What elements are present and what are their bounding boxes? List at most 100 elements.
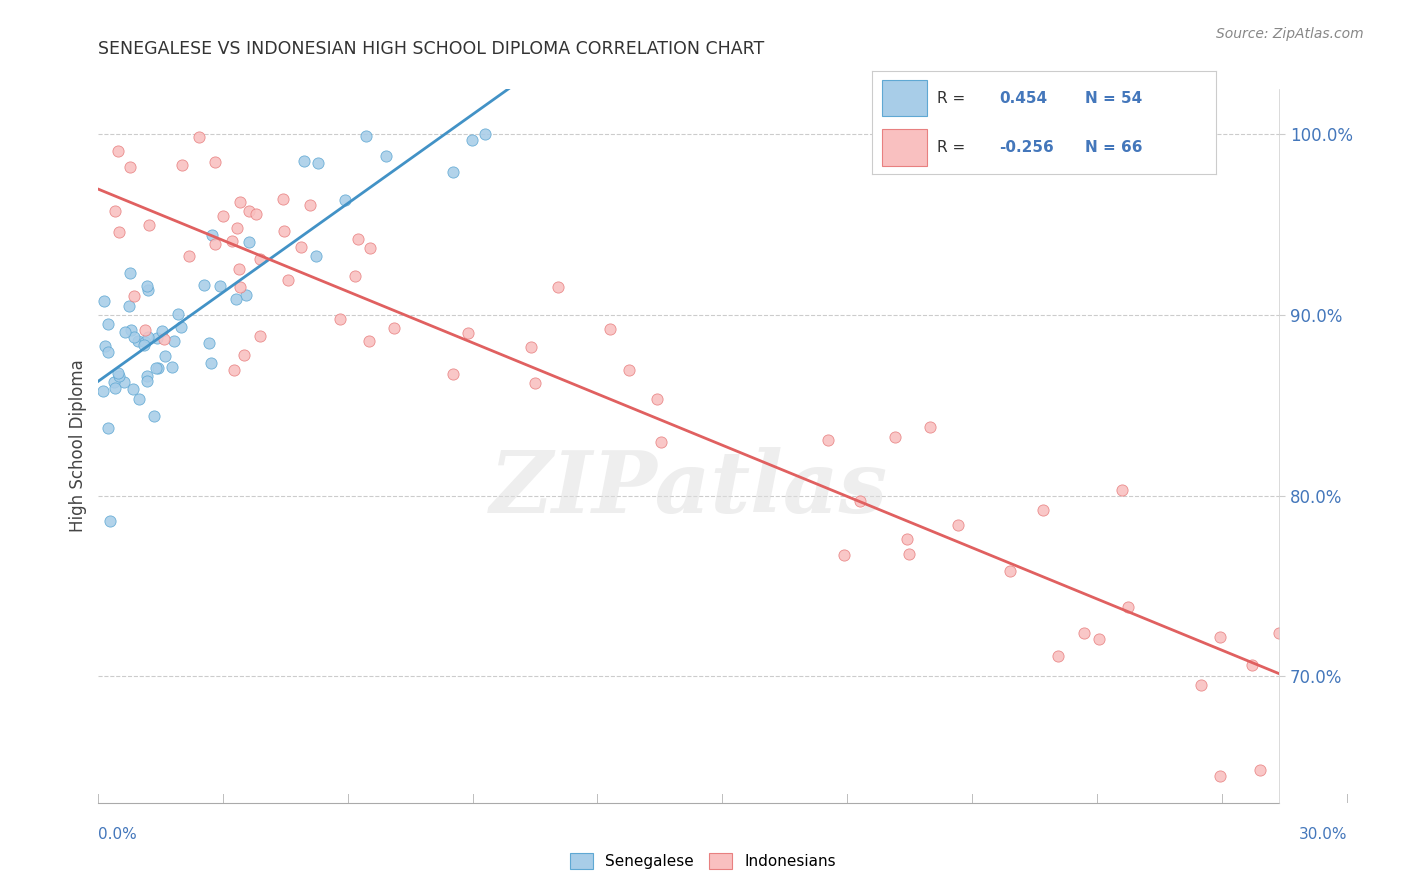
- Point: [645, 392, 668, 407]
- Point: [441, 165, 464, 179]
- Point: [134, 322, 156, 336]
- Point: [457, 326, 479, 340]
- Point: [224, 362, 246, 376]
- Text: |: |: [97, 794, 100, 803]
- Point: [98, 514, 121, 528]
- Text: N = 54: N = 54: [1085, 90, 1143, 105]
- Point: [146, 330, 169, 344]
- Point: [359, 241, 381, 255]
- Point: [187, 129, 209, 144]
- Point: [204, 155, 226, 169]
- Point: [122, 289, 145, 303]
- Point: [150, 324, 173, 338]
- Point: [1032, 503, 1054, 517]
- Point: [650, 434, 672, 449]
- Point: [1087, 632, 1109, 647]
- Point: [1249, 764, 1271, 778]
- Point: [229, 194, 252, 209]
- Point: [225, 292, 247, 306]
- Point: [118, 160, 141, 174]
- Point: [946, 518, 969, 533]
- Point: [172, 158, 194, 172]
- Point: [122, 382, 145, 396]
- Text: |: |: [222, 794, 225, 803]
- Point: [169, 319, 191, 334]
- Point: [138, 219, 160, 233]
- Text: ZIPatlas: ZIPatlas: [489, 447, 889, 531]
- Point: [832, 548, 855, 562]
- Point: [118, 299, 141, 313]
- Point: [346, 232, 368, 246]
- Point: [135, 368, 157, 383]
- Point: [273, 223, 295, 237]
- Point: [132, 337, 155, 351]
- Point: [200, 356, 222, 370]
- Point: [292, 154, 315, 169]
- Point: [382, 321, 405, 335]
- Y-axis label: High School Diploma: High School Diploma: [69, 359, 87, 533]
- Point: [271, 192, 294, 206]
- Text: |: |: [1346, 794, 1348, 803]
- Point: [136, 279, 159, 293]
- Text: 0.454: 0.454: [1000, 90, 1047, 105]
- Point: [817, 434, 839, 448]
- Point: [299, 198, 322, 212]
- Point: [193, 277, 215, 292]
- Point: [547, 279, 569, 293]
- Text: |: |: [596, 794, 599, 803]
- Point: [128, 392, 150, 406]
- Point: [136, 375, 159, 389]
- Point: [228, 262, 250, 277]
- Point: [599, 322, 621, 336]
- Text: Source: ZipAtlas.com: Source: ZipAtlas.com: [1216, 27, 1364, 41]
- Point: [153, 349, 176, 363]
- Point: [441, 367, 464, 381]
- Point: [1116, 600, 1139, 615]
- Text: R =: R =: [938, 90, 966, 105]
- Point: [1111, 483, 1133, 497]
- Point: [461, 133, 484, 147]
- Point: [201, 228, 224, 243]
- Point: [374, 148, 396, 162]
- Point: [290, 240, 312, 254]
- Bar: [882, 128, 927, 166]
- Text: -0.256: -0.256: [1000, 140, 1054, 155]
- Point: [204, 236, 226, 251]
- Point: [238, 235, 260, 249]
- Point: [221, 235, 243, 249]
- Point: [94, 339, 117, 353]
- Point: [142, 409, 165, 423]
- Point: [103, 381, 125, 395]
- Point: [177, 249, 200, 263]
- Point: [329, 312, 352, 326]
- Point: [277, 273, 299, 287]
- Text: |: |: [721, 794, 724, 803]
- Point: [333, 194, 356, 208]
- Point: [136, 283, 159, 297]
- Point: [235, 288, 257, 302]
- Point: [523, 376, 546, 390]
- Point: [357, 334, 380, 348]
- Point: [1209, 769, 1232, 783]
- Point: [136, 330, 159, 344]
- Point: [91, 384, 114, 398]
- Point: [198, 336, 221, 351]
- Point: [103, 375, 125, 389]
- Point: [112, 376, 135, 390]
- Bar: [882, 79, 927, 117]
- Point: [238, 204, 260, 219]
- Text: |: |: [1220, 794, 1223, 803]
- Point: [118, 267, 141, 281]
- Point: [212, 209, 235, 223]
- Point: [107, 369, 129, 384]
- Text: N = 66: N = 66: [1085, 140, 1143, 155]
- Point: [107, 144, 129, 158]
- Point: [104, 204, 127, 219]
- Point: [120, 323, 142, 337]
- Point: [998, 564, 1021, 578]
- Point: [354, 129, 377, 144]
- Point: [97, 421, 120, 435]
- Text: |: |: [1095, 794, 1098, 803]
- Point: [226, 220, 249, 235]
- Point: [520, 340, 543, 354]
